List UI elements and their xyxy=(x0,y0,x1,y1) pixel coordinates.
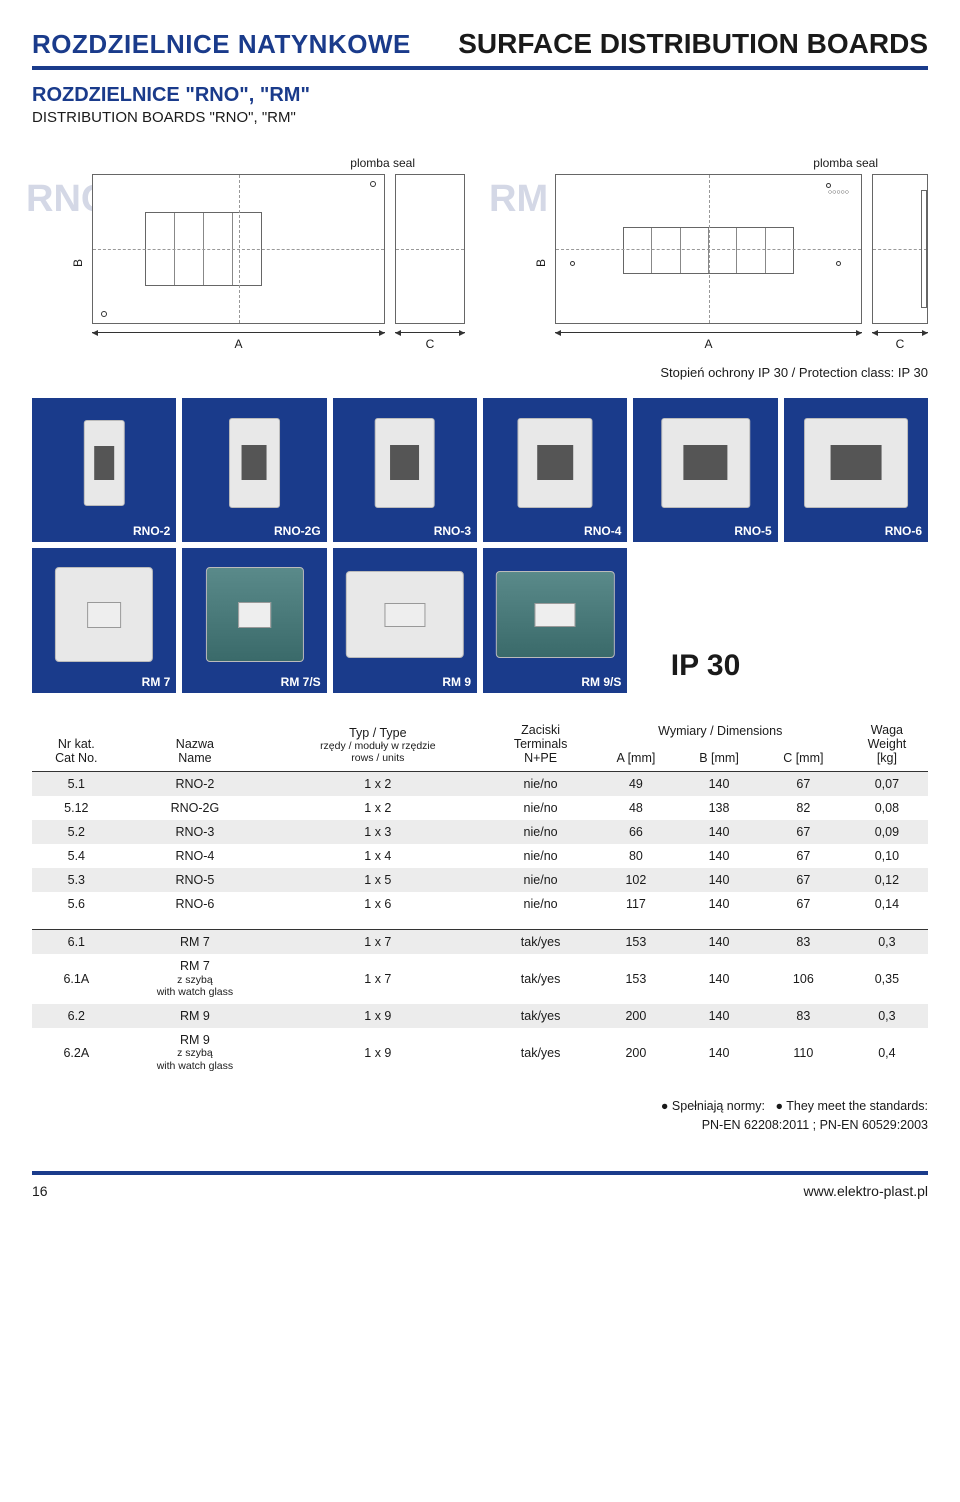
table-row: 5.2RNO-31 x 3nie/no66140670,09 xyxy=(32,820,928,844)
title-en: SURFACE DISTRIBUTION BOARDS xyxy=(458,28,928,60)
product-label: RNO-6 xyxy=(885,524,922,538)
norms-list: PN-EN 62208:2011 ; PN-EN 60529:2003 xyxy=(702,1118,928,1132)
product-label: RNO-3 xyxy=(434,524,471,538)
product-tile: RM 9 xyxy=(333,548,477,692)
product-label: RNO-2 xyxy=(133,524,170,538)
page-footer: 16 www.elektro-plast.pl xyxy=(32,1171,928,1199)
diagram-rm-label: RM xyxy=(489,178,548,221)
product-label: RNO-2G xyxy=(274,524,321,538)
table-row: 5.4RNO-41 x 4nie/no80140670,10 xyxy=(32,844,928,868)
table-row: 5.1RNO-21 x 2nie/no49140670,07 xyxy=(32,771,928,796)
dim-c-rm: C xyxy=(872,337,928,351)
product-label: RM 9/S xyxy=(581,675,621,689)
subtitle-en: DISTRIBUTION BOARDS "RNO", "RM" xyxy=(32,109,928,126)
th-c: C [mm] xyxy=(761,744,846,772)
subtitle-pl: ROZDZIELNICE "RNO", "RM" xyxy=(32,84,928,107)
product-tile: RM 7 xyxy=(32,548,176,692)
product-tile: RNO-2G xyxy=(182,398,326,542)
table-row: 6.1ARM 7z szybąwith watch glass1 x 7tak/… xyxy=(32,954,928,1004)
norms-pl: Spełniają normy: xyxy=(661,1099,765,1113)
diagram-rm: RM plomba seal B xyxy=(495,156,928,351)
th-type: Typ / Type rzędy / moduły w rzędzierows … xyxy=(269,717,486,772)
product-label: RNO-5 xyxy=(734,524,771,538)
product-label: RM 7/S xyxy=(281,675,321,689)
diagrams-section: RNO plomba seal B xyxy=(32,156,928,351)
spec-table: Nr kat.Cat No. NazwaName Typ / Type rzęd… xyxy=(32,717,928,1078)
table-row: 6.2ARM 9z szybąwith watch glass1 x 9tak/… xyxy=(32,1028,928,1078)
th-term: ZaciskiTerminalsN+PE xyxy=(487,717,595,772)
table-row: 5.6RNO-61 x 6nie/no117140670,14 xyxy=(32,892,928,916)
product-tile: RNO-3 xyxy=(333,398,477,542)
standards-note: Spełniają normy: They meet the standards… xyxy=(32,1097,928,1135)
diagram-rno: RNO plomba seal B xyxy=(32,156,465,351)
th-weight: WagaWeight[kg] xyxy=(846,717,928,772)
dim-c-rno: C xyxy=(395,337,465,351)
table-row: 5.12RNO-2G1 x 2nie/no48138820,08 xyxy=(32,796,928,820)
th-cat: Nr kat.Cat No. xyxy=(32,717,121,772)
norms-en: They meet the standards: xyxy=(775,1099,928,1113)
product-tile: RNO-5 xyxy=(633,398,777,542)
title-pl: ROZDZIELNICE NATYNKOWE xyxy=(32,29,411,60)
th-b: B [mm] xyxy=(677,744,761,772)
th-dims: Wymiary / Dimensions xyxy=(595,717,846,744)
th-name: NazwaName xyxy=(121,717,270,772)
ip30-badge: IP 30 xyxy=(633,548,777,692)
product-tile: RNO-6 xyxy=(784,398,928,542)
product-label: RM 9 xyxy=(442,675,471,689)
product-tile: RM 9/S xyxy=(483,548,627,692)
page-number: 16 xyxy=(32,1183,48,1199)
product-tile: RM 7/S xyxy=(182,548,326,692)
table-row: 6.1RM 71 x 7tak/yes153140830,3 xyxy=(32,930,928,955)
product-label: RM 7 xyxy=(142,675,171,689)
dim-a-rno: A xyxy=(92,337,385,351)
product-label: RNO-4 xyxy=(584,524,621,538)
dim-b-rno: B xyxy=(71,258,85,266)
header-rule xyxy=(32,66,928,70)
product-gallery-row1: RNO-2 RNO-2G RNO-3 RNO-4 RNO-5 RNO-6 xyxy=(32,398,928,542)
protection-class: Stopień ochrony IP 30 / Protection class… xyxy=(32,365,928,380)
product-tile: RNO-2 xyxy=(32,398,176,542)
product-tile: RNO-4 xyxy=(483,398,627,542)
dim-a-rm: A xyxy=(555,337,862,351)
table-row: 6.2RM 91 x 9tak/yes200140830,3 xyxy=(32,1004,928,1028)
footer-url: www.elektro-plast.pl xyxy=(804,1183,929,1199)
seal-label-rm: plomba seal xyxy=(555,156,928,170)
dim-b-rm: B xyxy=(534,258,548,266)
product-gallery-row2: RM 7 RM 7/S RM 9 RM 9/S IP 30 xyxy=(32,548,928,692)
seal-label-rno: plomba seal xyxy=(92,156,465,170)
table-row: 5.3RNO-51 x 5nie/no102140670,12 xyxy=(32,868,928,892)
th-a: A [mm] xyxy=(595,744,678,772)
